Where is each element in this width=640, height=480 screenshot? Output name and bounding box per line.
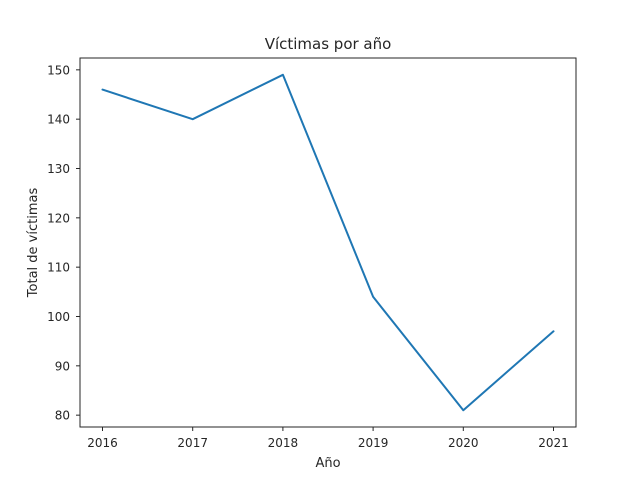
series-line <box>101 73 555 412</box>
x-tick-label: 2016 <box>87 436 118 450</box>
chart-title: Víctimas por año <box>265 35 392 53</box>
x-tick-label: 2021 <box>538 436 569 450</box>
x-axis-label: Año <box>315 456 340 471</box>
x-tick-label: 2019 <box>358 436 389 450</box>
y-tick-label: 140 <box>47 113 70 127</box>
x-tick-label: 2017 <box>177 436 208 450</box>
y-tick-label: 130 <box>47 162 70 176</box>
x-tick-label: 2018 <box>268 436 299 450</box>
y-axis-label: Total de víctimas <box>26 188 41 299</box>
y-tick-label: 150 <box>47 63 70 77</box>
x-tick-label: 2020 <box>448 436 479 450</box>
y-tick-label: 120 <box>47 211 70 225</box>
y-tick-label: 80 <box>55 409 70 423</box>
y-tick-label: 110 <box>47 261 70 275</box>
x-axis-ticks: 2016 2017 2018 2019 2020 2021 <box>87 427 569 450</box>
y-axis-ticks: 80 90 100 110 120 130 140 150 <box>47 63 80 423</box>
plot-frame <box>79 57 577 428</box>
y-tick-label: 100 <box>47 310 70 324</box>
y-tick-label: 90 <box>55 359 70 373</box>
series-layer <box>101 73 555 412</box>
